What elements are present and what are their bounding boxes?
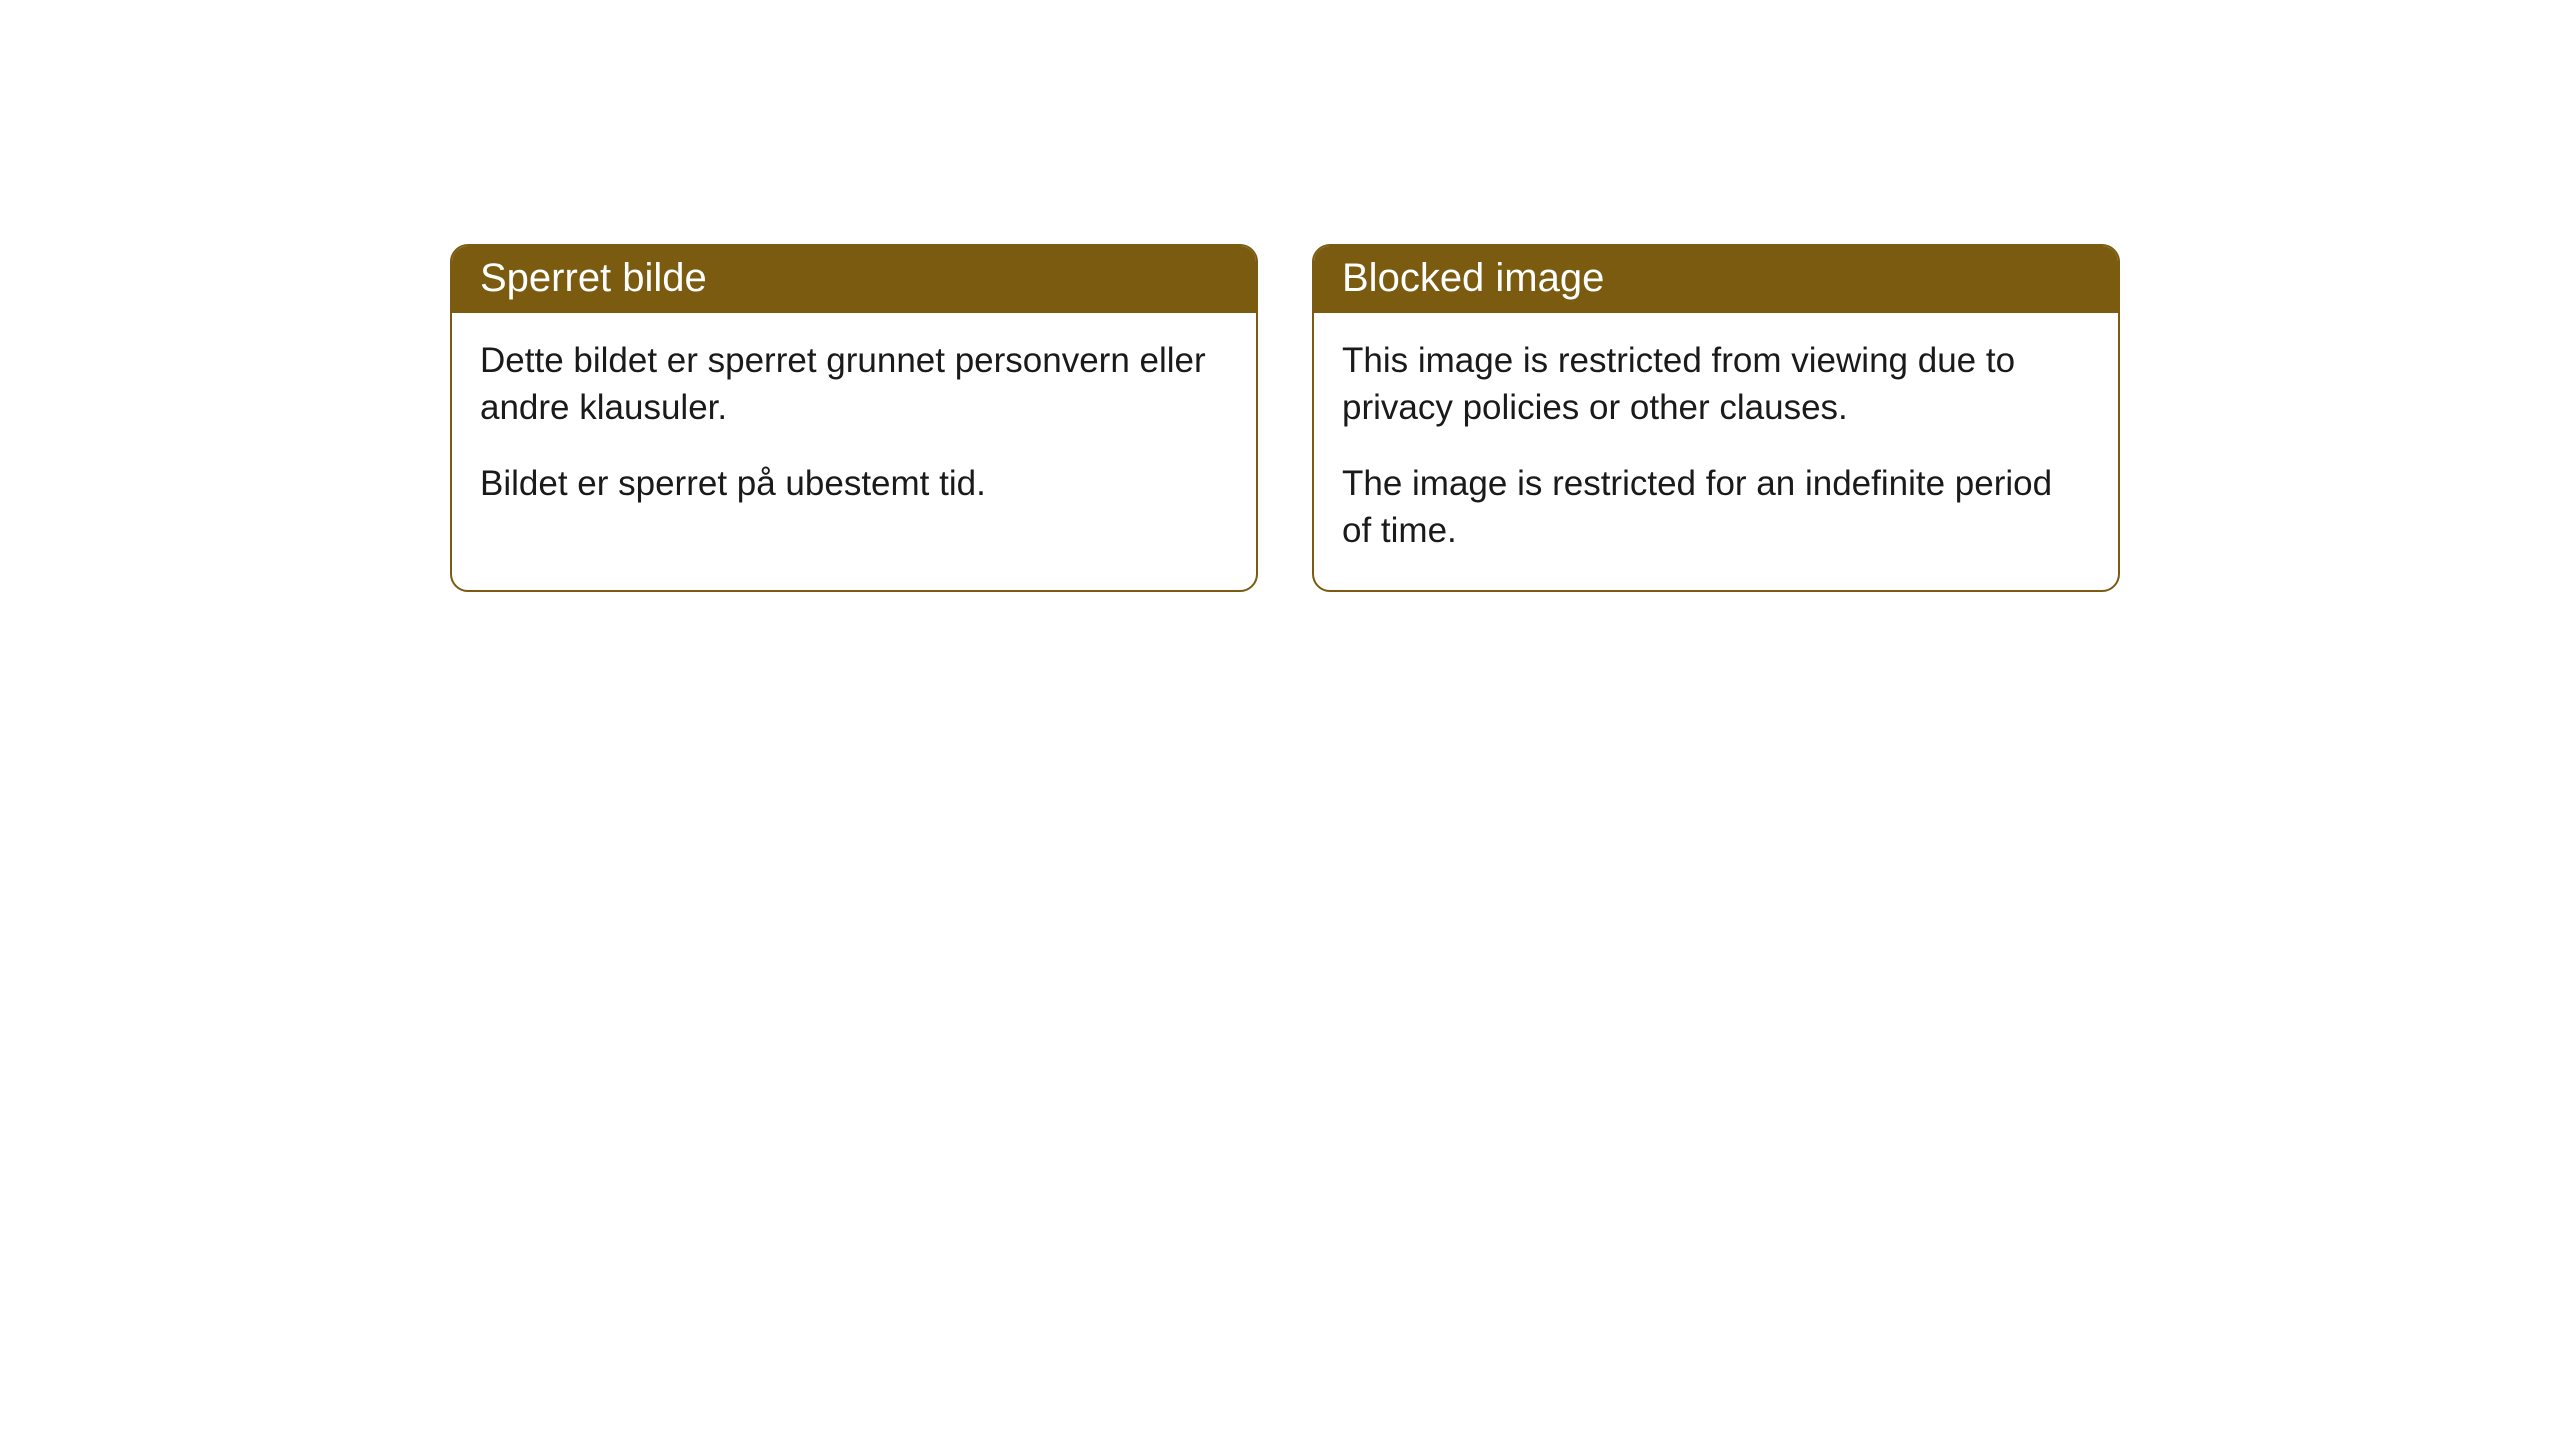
card-paragraph: The image is restricted for an indefinit…	[1342, 460, 2090, 555]
card-paragraph: Bildet er sperret på ubestemt tid.	[480, 460, 1228, 507]
card-body-norwegian: Dette bildet er sperret grunnet personve…	[452, 313, 1256, 543]
card-paragraph: Dette bildet er sperret grunnet personve…	[480, 337, 1228, 432]
blocked-image-card-norwegian: Sperret bilde Dette bildet er sperret gr…	[450, 244, 1258, 592]
card-paragraph: This image is restricted from viewing du…	[1342, 337, 2090, 432]
card-header-english: Blocked image	[1314, 246, 2118, 313]
card-header-norwegian: Sperret bilde	[452, 246, 1256, 313]
blocked-image-card-english: Blocked image This image is restricted f…	[1312, 244, 2120, 592]
card-body-english: This image is restricted from viewing du…	[1314, 313, 2118, 590]
notice-cards-container: Sperret bilde Dette bildet er sperret gr…	[450, 244, 2120, 592]
